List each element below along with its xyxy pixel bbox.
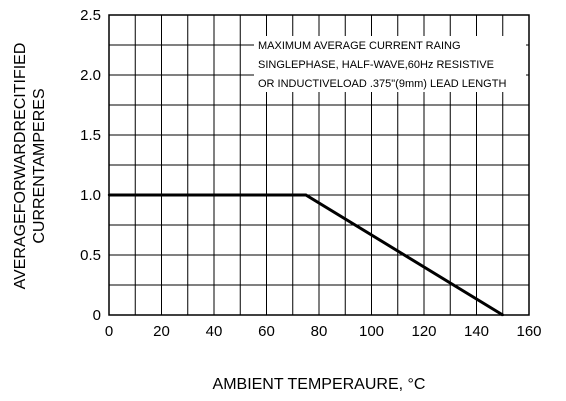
x-axis-title: AMBIENT TEMPERAURE, °C — [213, 376, 426, 393]
y-axis-title-line-1: AVERAGEFORWARDRECITIFIED — [12, 43, 29, 290]
y-tick-label: 2.5 — [80, 7, 101, 24]
annotation-line-1: MAXIMUM AVERAGE CURRENT RAING — [258, 40, 461, 52]
x-tick-label: 60 — [258, 323, 275, 340]
y-tick-label: 0.5 — [80, 247, 101, 264]
annotation-line-2: SINGLEPHASE, HALF-WAVE,60Hz RESISTIVE — [258, 59, 494, 71]
series-layer — [107, 193, 504, 317]
derating-point — [304, 193, 308, 197]
annotation-box — [254, 36, 526, 92]
x-tick-label: 140 — [464, 323, 489, 340]
y-tick-label: 2.0 — [80, 67, 101, 84]
y-tick-label: 1.0 — [80, 187, 101, 204]
x-tick-label: 100 — [359, 323, 384, 340]
y-tick-label: 1.5 — [80, 127, 101, 144]
x-tick-label: 20 — [153, 323, 170, 340]
derating-point — [107, 193, 111, 197]
y-axis-title-line-2: CURRENTAMPERES — [31, 88, 48, 243]
annotation-line-3: OR INDUCTIVELOAD .375"(9mm) LEAD LENGTH — [258, 78, 506, 90]
y-tick-label: 0 — [93, 307, 101, 324]
x-tick-labels: 0 20 40 60 80 100 120 140 160 — [105, 323, 542, 340]
y-axis-title: AVERAGEFORWARDRECITIFIED CURRENTAMPERES — [12, 43, 48, 290]
x-tick-label: 80 — [311, 323, 328, 340]
y-tick-labels: 0 0.5 1.0 1.5 2.0 2.5 — [80, 7, 101, 324]
x-tick-label: 40 — [206, 323, 223, 340]
x-tick-label: 120 — [411, 323, 436, 340]
x-tick-label: 0 — [105, 323, 113, 340]
derating-point — [501, 313, 504, 317]
x-tick-label: 160 — [516, 323, 541, 340]
plot-frame — [108, 14, 530, 316]
